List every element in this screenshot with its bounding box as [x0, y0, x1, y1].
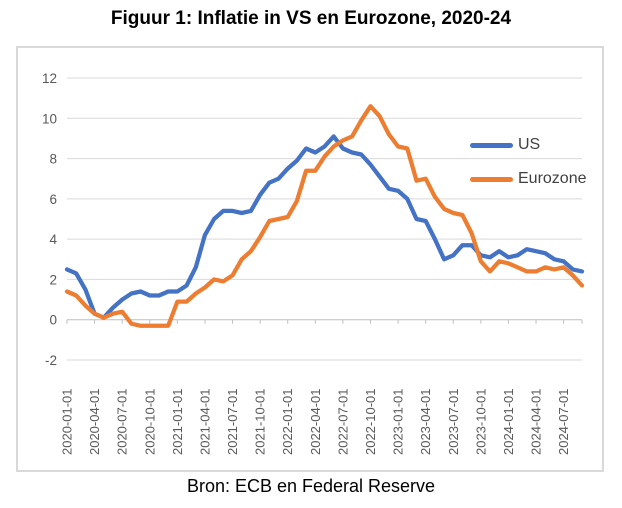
legend-label-us: US [518, 136, 541, 153]
x-tick-label: 2021-07-01 [225, 389, 240, 456]
y-tick-label: 12 [42, 71, 57, 86]
x-tick-label: 2020-07-01 [115, 389, 130, 456]
y-tick-label: 10 [42, 111, 57, 126]
legend-item-us: US [470, 135, 540, 155]
x-tick-label: 2021-01-01 [170, 389, 185, 456]
figure-title: Figuur 1: Inflatie in VS en Eurozone, 20… [110, 8, 512, 29]
x-tick-label: 2021-04-01 [197, 389, 212, 456]
us-line-swatch [470, 142, 513, 148]
y-tick-label: 8 [49, 152, 57, 167]
x-tick-label: 2023-07-01 [446, 389, 461, 456]
x-tick-label: 2020-10-01 [142, 389, 157, 456]
eurozone-series-line [64, 104, 585, 328]
x-tick-label: 2022-10-01 [363, 389, 378, 456]
x-tick-label: 2024-04-01 [529, 389, 544, 456]
y-tick-label: -2 [45, 353, 57, 368]
y-tick-label: 0 [49, 313, 57, 328]
x-tick-label: 2023-04-01 [418, 389, 433, 456]
x-tick-label: 2022-04-01 [308, 389, 323, 456]
y-tick-label: 4 [49, 232, 57, 247]
legend-label-eurozone: Eurozone [518, 170, 587, 187]
x-tick-label: 2021-10-01 [253, 389, 268, 456]
y-tick-label: 6 [49, 192, 57, 207]
x-tick-label: 2023-01-01 [391, 389, 406, 456]
plot-svg: -2 0 2 4 6 8 10 12 2020-01-01 2020-04-01 2020-07-0… [42, 71, 585, 456]
x-tick-label: 2022-07-01 [335, 389, 350, 456]
y-tick-label: 2 [49, 272, 57, 287]
x-tick-label: 2023-10-01 [473, 389, 488, 456]
x-tick-label: 2020-01-01 [60, 389, 75, 456]
us-series-line [64, 134, 585, 320]
legend-item-eurozone: Eurozone [470, 169, 587, 189]
source-caption: Bron: ECB en Federal Reserve [186, 476, 436, 496]
eurozone-line-swatch [470, 176, 513, 182]
chart-area: -2 0 2 4 6 8 10 12 2020-01-01 2020-04-01 2020-07-0… [16, 46, 604, 472]
x-tick-label: 2022-01-01 [280, 389, 295, 456]
x-tick-label: 2020-04-01 [87, 389, 102, 456]
x-tick-label: 2024-07-01 [556, 389, 571, 456]
x-tick-label: 2024-01-01 [501, 388, 516, 455]
